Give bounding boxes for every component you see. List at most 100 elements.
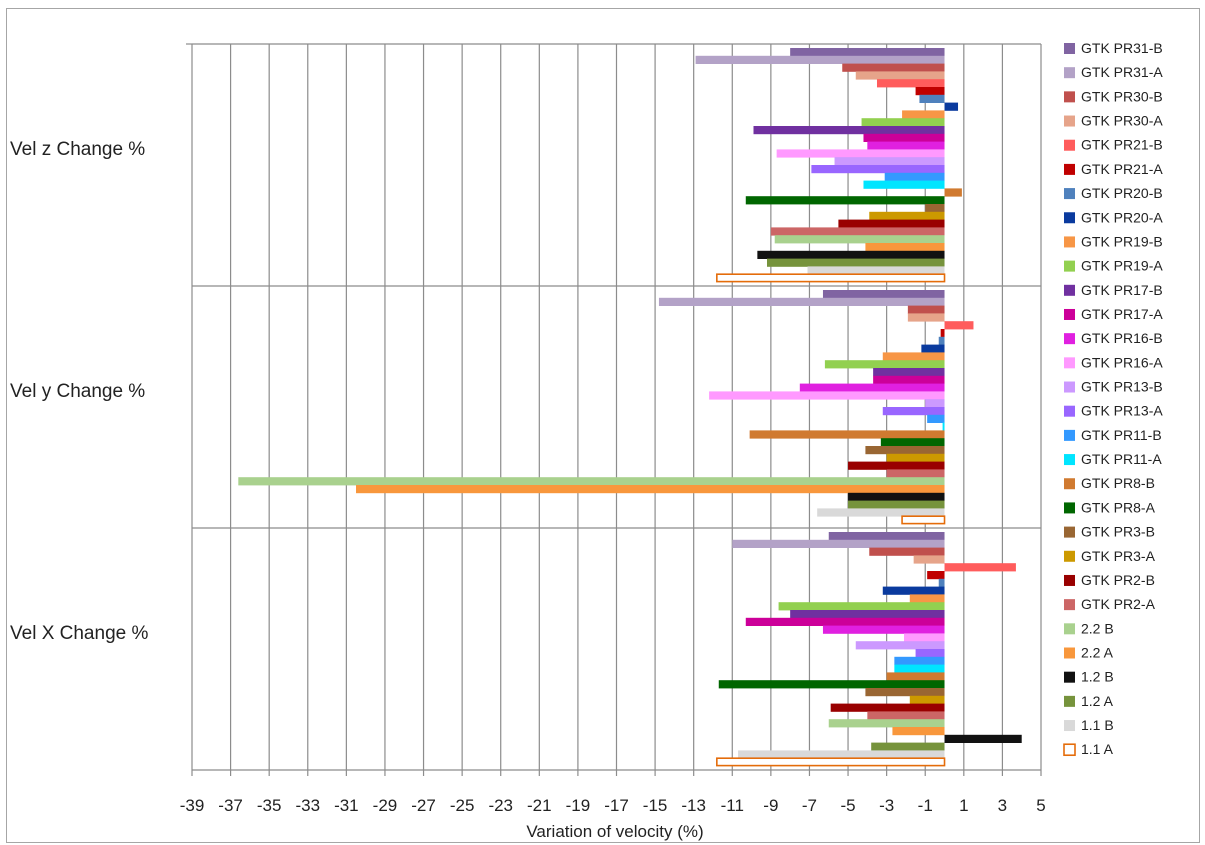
- bar: [921, 344, 945, 353]
- legend-swatch: [1064, 623, 1075, 635]
- bar: [824, 360, 945, 369]
- legend-label: GTK PR20-B: [1081, 185, 1163, 201]
- bar: [894, 664, 945, 673]
- x-tick-label: -19: [566, 796, 591, 815]
- legend-label: 2.2 B: [1081, 620, 1114, 636]
- legend-label: GTK PR3-B: [1081, 524, 1155, 540]
- x-tick-label: -15: [643, 796, 668, 815]
- category-label: Vel X Change %: [10, 623, 148, 644]
- bar: [909, 695, 945, 704]
- bar: [767, 258, 945, 267]
- bar: [944, 188, 962, 197]
- x-tick-label: -5: [840, 796, 855, 815]
- bar: [776, 149, 945, 158]
- legend-swatch: [1064, 526, 1075, 538]
- bar: [770, 227, 945, 236]
- x-tick-label: -23: [488, 796, 513, 815]
- legend-swatch: [1064, 695, 1075, 707]
- legend-swatch: [1064, 381, 1075, 393]
- x-tick-label: -31: [334, 796, 359, 815]
- legend-swatch: [1064, 599, 1075, 611]
- bar: [842, 63, 945, 72]
- bar: [790, 610, 945, 619]
- x-tick-label: -17: [604, 796, 629, 815]
- bar: [718, 680, 945, 689]
- legend-label: GTK PR16-B: [1081, 330, 1163, 346]
- legend-swatch: [1064, 115, 1075, 127]
- bar: [907, 305, 945, 314]
- bar: [882, 407, 945, 416]
- bar: [942, 422, 945, 431]
- x-tick-label: -9: [763, 796, 778, 815]
- bar: [855, 641, 945, 650]
- legend-swatch: [1064, 647, 1075, 659]
- legend-label: GTK PR13-A: [1081, 403, 1163, 419]
- legend-label: GTK PR16-A: [1081, 354, 1163, 370]
- legend-swatch: [1064, 308, 1075, 320]
- x-tick-label: -21: [527, 796, 552, 815]
- bar: [938, 578, 945, 587]
- x-tick-label: -39: [180, 796, 205, 815]
- legend-label: 1.2 A: [1081, 693, 1114, 709]
- legend-label: GTK PR11-B: [1081, 427, 1162, 443]
- x-tick-label: -3: [879, 796, 894, 815]
- bar: [865, 243, 945, 252]
- legend-label: GTK PR17-A: [1081, 306, 1163, 322]
- legend-label: GTK PR19-A: [1081, 258, 1163, 274]
- bar: [915, 649, 945, 658]
- bar: [757, 250, 945, 259]
- bar: [925, 399, 945, 408]
- bar: [927, 571, 945, 580]
- bar: [848, 461, 945, 470]
- legend-swatch: [1064, 139, 1075, 151]
- bar: [848, 492, 945, 501]
- bar: [882, 352, 945, 361]
- legend-swatch: [1064, 260, 1075, 272]
- legend: GTK PR31-B GTK PR31-A GTK PR30-B GTK PR30-A…: [1063, 40, 1163, 757]
- bar: [892, 727, 945, 736]
- bar: [807, 266, 945, 275]
- bar: [865, 446, 945, 455]
- legend-swatch: [1064, 67, 1075, 79]
- legend-swatch: [1064, 429, 1075, 441]
- bar: [904, 633, 945, 642]
- legend-label: GTK PR30-B: [1081, 88, 1163, 104]
- legend-label: GTK PR13-B: [1081, 379, 1163, 395]
- bar: [709, 391, 945, 400]
- bar: [944, 563, 1016, 572]
- bar: [894, 656, 945, 665]
- bar: [749, 430, 945, 439]
- legend-label: GTK PR31-B: [1081, 40, 1163, 56]
- bar: [817, 508, 945, 517]
- category-labels: Vel z Change % Vel y Change % Vel X Change…: [10, 139, 148, 644]
- x-tick-label: -35: [257, 796, 282, 815]
- bar: [884, 172, 945, 181]
- category-label: Vel z Change %: [10, 139, 145, 160]
- bar: [830, 703, 945, 712]
- bar: [919, 94, 945, 103]
- legend-label: 2.2 A: [1081, 645, 1114, 661]
- bar: [925, 204, 945, 213]
- bar: [738, 750, 945, 759]
- legend-label: GTK PR17-B: [1081, 282, 1163, 298]
- bar: [876, 79, 945, 88]
- legend-swatch: [1064, 236, 1075, 248]
- legend-swatch: [1064, 502, 1075, 514]
- bar: [869, 211, 945, 220]
- bar: [944, 102, 959, 111]
- legend-label: GTK PR19-B: [1081, 233, 1163, 249]
- bar: [867, 711, 945, 720]
- bar: [863, 180, 945, 189]
- legend-label: 1.1 B: [1081, 717, 1114, 733]
- x-tick-label: -25: [450, 796, 475, 815]
- legend-label: GTK PR21-A: [1081, 161, 1163, 177]
- bar: [873, 368, 945, 377]
- legend-label: GTK PR31-A: [1081, 64, 1163, 80]
- category-label: Vel y Change %: [10, 381, 145, 402]
- x-tick-label: -29: [373, 796, 398, 815]
- bar: [944, 734, 1022, 743]
- bar: [238, 477, 945, 486]
- bar: [865, 688, 945, 697]
- x-tick-label: -33: [295, 796, 320, 815]
- legend-swatch: [1064, 212, 1075, 224]
